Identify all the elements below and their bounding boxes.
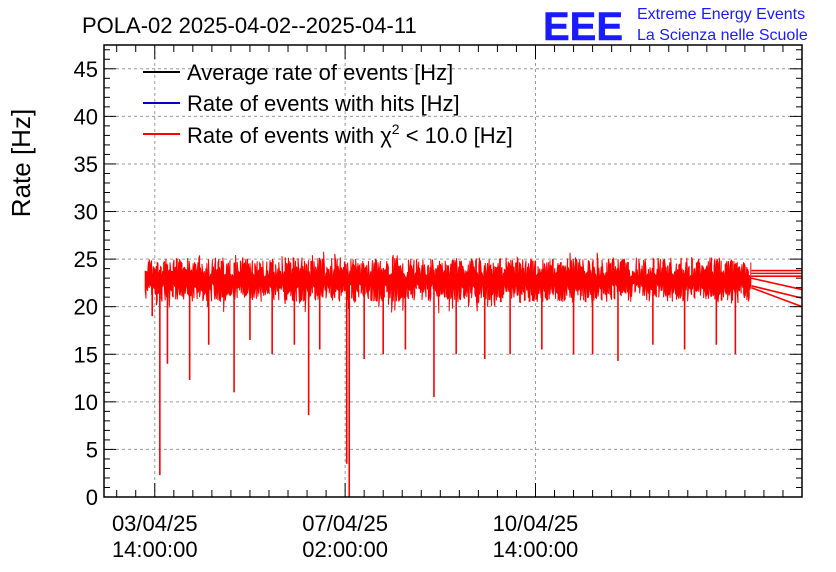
logo-line-2: La Scienza nelle Scuole bbox=[637, 27, 808, 44]
axis-layer: 05101520253035404503/04/2514:00:0007/04/… bbox=[74, 44, 803, 562]
y-axis-label: Rate [Hz] bbox=[6, 109, 36, 217]
x-tick-label-date: 03/04/25 bbox=[112, 511, 198, 536]
x-tick-label-time: 02:00:00 bbox=[302, 537, 388, 562]
series-chi2-rate-tail bbox=[750, 286, 803, 308]
legend-chi2-prefix: Rate of events with bbox=[187, 123, 380, 148]
y-tick-label: 20 bbox=[74, 295, 98, 320]
y-tick-label: 40 bbox=[74, 104, 98, 129]
legend-label-chi2-rate: Rate of events with χ2 < 10.0 [Hz] bbox=[187, 121, 513, 148]
y-tick-label: 10 bbox=[74, 390, 98, 415]
y-tick-label: 5 bbox=[86, 437, 98, 462]
x-tick-label-time: 14:00:00 bbox=[112, 537, 198, 562]
y-tick-label: 0 bbox=[86, 485, 98, 510]
series-chi2-rate-tail bbox=[751, 284, 803, 299]
grid-layer bbox=[104, 45, 802, 497]
y-tick-label: 35 bbox=[74, 152, 98, 177]
eee-logo: EEE Extreme Energy Events La Scienza nel… bbox=[543, 5, 808, 50]
y-tick-label: 30 bbox=[74, 200, 98, 225]
legend-chi-symbol: χ bbox=[380, 123, 392, 148]
x-tick-label-time: 14:00:00 bbox=[493, 537, 579, 562]
logo-line-1: Extreme Energy Events bbox=[637, 6, 805, 23]
series-chi2-rate-band bbox=[144, 251, 752, 314]
legend: Average rate of events [Hz] Rate of even… bbox=[143, 60, 513, 148]
y-tick-label: 45 bbox=[74, 57, 98, 82]
plot-frame bbox=[103, 44, 803, 498]
legend-chi2-suffix: < 10.0 [Hz] bbox=[400, 123, 513, 148]
y-tick-label: 25 bbox=[74, 247, 98, 272]
x-tick-label-date: 10/04/25 bbox=[493, 511, 579, 536]
legend-chi-superscript: 2 bbox=[392, 121, 400, 137]
y-tick-label: 15 bbox=[74, 342, 98, 367]
legend-label-average-rate: Average rate of events [Hz] bbox=[187, 60, 453, 85]
x-tick-label-date: 07/04/25 bbox=[302, 511, 388, 536]
logo-letters: EEE bbox=[543, 5, 623, 49]
data-layer bbox=[144, 251, 803, 497]
series-chi2-rate-tail bbox=[751, 277, 803, 291]
legend-label-hits-rate: Rate of events with hits [Hz] bbox=[187, 91, 460, 116]
chart-title: POLA-02 2025-04-02--2025-04-11 bbox=[82, 13, 417, 38]
